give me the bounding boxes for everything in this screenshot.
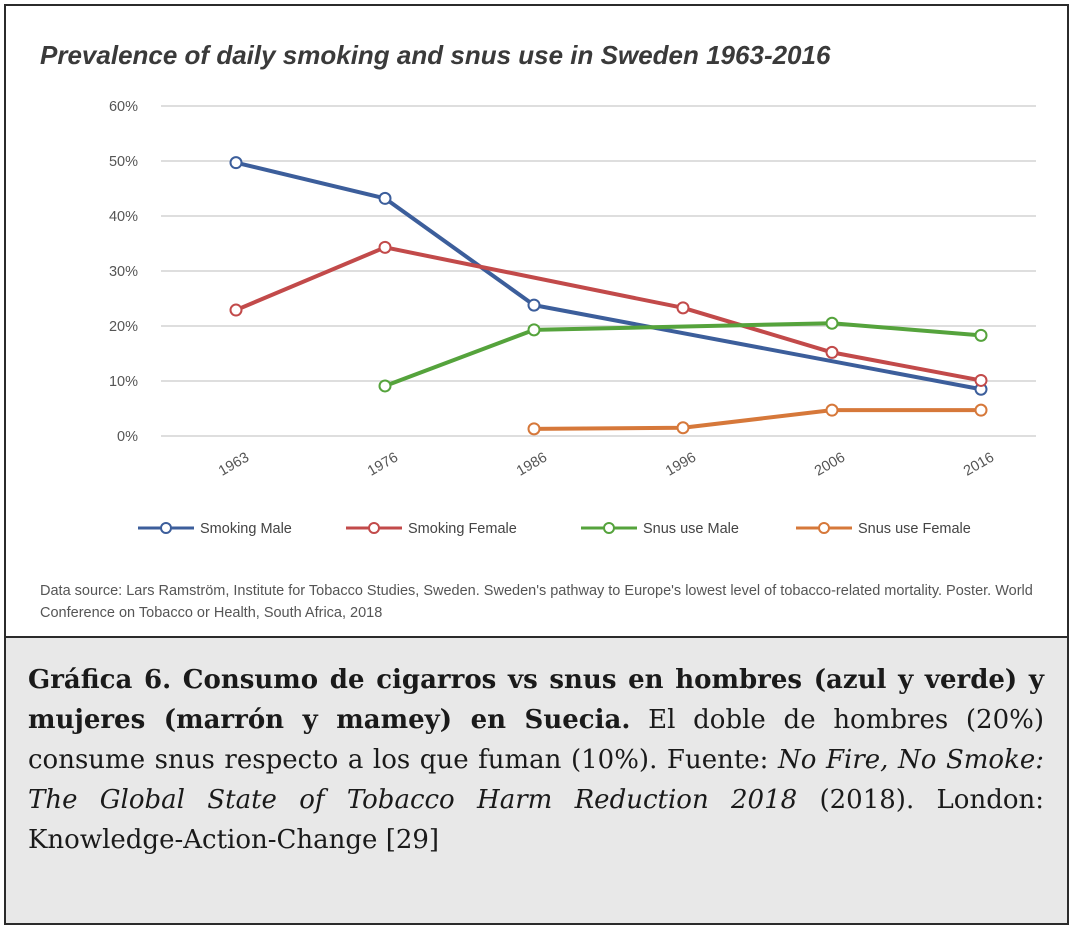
legend: Smoking Male Smoking Female Snus use Male S…: [138, 521, 971, 537]
y-tick-label: 40%: [109, 209, 138, 225]
legend-swatch-marker: [160, 522, 172, 534]
data-source-note: Data source: Lars Ramström, Institute fo…: [40, 583, 1033, 621]
series-line: [235, 245, 982, 383]
legend-label: Smoking Female: [408, 521, 517, 537]
y-tick-label: 20%: [109, 319, 138, 335]
data-point: [378, 240, 392, 254]
data-point: [974, 328, 988, 342]
series-smoking-female: [229, 240, 988, 387]
y-tick-label: 60%: [109, 99, 138, 115]
grid-lines: [161, 105, 1036, 437]
data-point: [676, 421, 690, 435]
legend-label: Snus use Female: [858, 521, 971, 537]
series-line: [235, 160, 982, 392]
divider: [6, 636, 1067, 638]
data-point: [378, 191, 392, 205]
data-point: [229, 303, 243, 317]
data-point: [974, 373, 988, 387]
figure-caption: Gráfica 6. Consumo de cigarros vs snus e…: [28, 660, 1044, 860]
legend-swatch-marker: [368, 522, 380, 534]
y-axis-ticks: 0% 10% 20% 30% 40% 50% 60%: [109, 99, 138, 445]
x-axis-ticks: 1963 1976 1986 1996 2006 2016: [216, 450, 997, 480]
data-point: [527, 323, 541, 337]
series-smoking-male: [229, 156, 988, 396]
x-tick-label: 1976: [365, 450, 401, 480]
x-tick-label: 1963: [216, 450, 252, 480]
series-lines: [229, 156, 988, 436]
data-point: [527, 298, 541, 312]
chart-title: Prevalence of daily smoking and snus use…: [40, 40, 831, 70]
data-point: [527, 422, 541, 436]
data-point: [825, 403, 839, 417]
x-tick-label: 2006: [812, 450, 848, 480]
y-tick-label: 50%: [109, 154, 138, 170]
x-tick-label: 2016: [961, 450, 997, 480]
y-tick-label: 0%: [117, 429, 138, 445]
legend-item: Snus use Female: [796, 521, 971, 537]
data-point: [229, 156, 243, 170]
legend-label: Smoking Male: [200, 521, 292, 537]
series-snus-use-female: [527, 403, 988, 436]
caption-text-2: (2018). London: Knowledge-Action-Change …: [28, 785, 1044, 855]
series-snus-use-male: [378, 316, 988, 393]
caption-panel: Gráfica 6. Consumo de cigarros vs snus e…: [6, 638, 1067, 923]
x-tick-label: 1996: [663, 450, 699, 480]
caption-text-1: El doble de hombres (20%) consume snus r…: [28, 705, 1044, 775]
legend-label: Snus use Male: [643, 521, 739, 537]
data-point: [825, 345, 839, 359]
caption-italic-title: No Fire, No Smoke: The Global State of T…: [28, 745, 1044, 815]
caption-bold: Gráfica 6. Consumo de cigarros vs snus e…: [28, 665, 1044, 735]
data-point: [676, 301, 690, 315]
legend-item: Snus use Male: [581, 521, 739, 537]
data-point: [974, 403, 988, 417]
y-tick-label: 30%: [109, 264, 138, 280]
legend-swatch-marker: [603, 522, 615, 534]
series-line: [533, 408, 981, 431]
data-point: [825, 316, 839, 330]
legend-item: Smoking Male: [138, 521, 292, 537]
line-chart: 0% 10% 20% 30% 40% 50% 60% 1963 1976 1986 1996 200…: [109, 99, 1036, 537]
x-tick-label: 1986: [514, 450, 550, 480]
legend-item: Smoking Female: [346, 521, 517, 537]
series-line: [384, 321, 982, 388]
figure-frame: Prevalence of daily smoking and snus use…: [4, 4, 1069, 925]
data-point: [378, 379, 392, 393]
y-tick-label: 10%: [109, 374, 138, 390]
legend-swatch-marker: [818, 522, 830, 534]
chart-panel: Prevalence of daily smoking and snus use…: [6, 6, 1067, 636]
